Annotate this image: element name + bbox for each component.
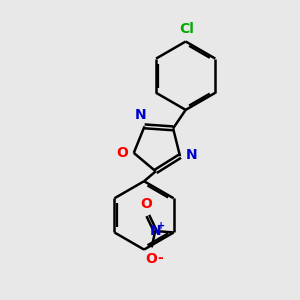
- Text: O: O: [140, 197, 152, 211]
- Text: N: N: [185, 148, 197, 162]
- Text: N: N: [135, 108, 147, 122]
- Text: N: N: [149, 224, 161, 238]
- Text: Cl: Cl: [180, 22, 195, 36]
- Text: O: O: [146, 252, 158, 266]
- Text: +: +: [157, 220, 165, 231]
- Text: -: -: [157, 251, 163, 265]
- Text: O: O: [116, 146, 128, 160]
